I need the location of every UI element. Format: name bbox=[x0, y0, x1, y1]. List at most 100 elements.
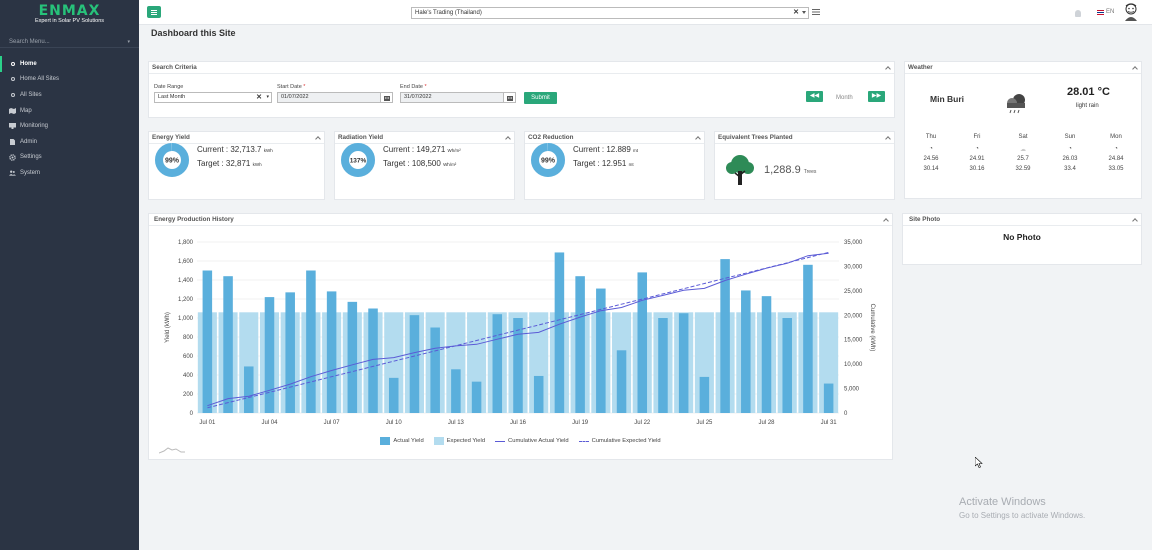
actual-yield-bar bbox=[513, 318, 523, 413]
logo[interactable]: ENMAX Expert in Solar PV Solutions bbox=[0, 0, 139, 30]
actual-yield-bar bbox=[741, 290, 751, 413]
weather-temperature: 28.01 °C bbox=[1067, 86, 1110, 98]
monitor-icon bbox=[9, 123, 16, 130]
chevron-down-icon[interactable] bbox=[802, 11, 806, 14]
end-date-input[interactable]: 31/07/2022 bbox=[400, 92, 504, 103]
x-tick-label: Jul 25 bbox=[696, 420, 713, 426]
site-select[interactable]: Hale's Trading (Thailand) ✕ bbox=[411, 7, 809, 19]
sidebar-item-admin[interactable]: Admin bbox=[0, 134, 139, 150]
submit-button[interactable]: Submit bbox=[524, 92, 557, 104]
legend-expected-yield[interactable]: Expected Yield bbox=[433, 437, 485, 445]
calendar-icon[interactable] bbox=[503, 92, 516, 103]
date-range-select[interactable]: Last Month ✕ ▾ bbox=[154, 92, 272, 103]
sidebar-item-label: Admin bbox=[20, 138, 38, 145]
clear-icon[interactable]: ✕ bbox=[256, 94, 262, 101]
actual-yield-bar bbox=[575, 276, 585, 413]
forecast-icon: ☁ bbox=[1020, 147, 1026, 153]
y2-axis-label: Cumulative (kWh) bbox=[869, 304, 875, 352]
energy-yield-card: Energy Yield 99% Current : 32,713.7 kWh … bbox=[148, 131, 325, 200]
actual-yield-bar bbox=[244, 366, 254, 413]
forecast-high: 32.59 bbox=[1015, 166, 1031, 172]
previous-period-button[interactable]: ◀◀ bbox=[806, 91, 823, 102]
rain-cloud-icon bbox=[1007, 94, 1025, 114]
list-icon[interactable] bbox=[812, 8, 820, 16]
energy-production-chart: 0 200 400 600 800 1,000 1,200 1,400 1,600 1,800 0 5… bbox=[165, 240, 875, 426]
forecast-high: 30.14 bbox=[923, 166, 939, 172]
legend-cumulative-actual[interactable]: Cumulative Actual Yield bbox=[495, 438, 569, 444]
collapse-icon[interactable] bbox=[1132, 217, 1138, 224]
weather-city: Min Buri bbox=[930, 94, 964, 104]
watermark-subtitle: Go to Settings to activate Windows. bbox=[959, 511, 1086, 520]
card-header: Radiation Yield bbox=[335, 132, 514, 144]
tree-icon bbox=[726, 155, 754, 185]
collapse-icon[interactable] bbox=[315, 135, 321, 142]
x-tick-label: Jul 13 bbox=[448, 420, 465, 426]
no-photo-text: No Photo bbox=[1003, 232, 1041, 242]
sidebar: ENMAX Expert in Solar PV Solutions Searc… bbox=[0, 0, 139, 550]
forecast-day: Sun ◔ 26.03 33.4 bbox=[1055, 134, 1085, 172]
actual-yield-bar bbox=[492, 314, 503, 413]
end-date-label: End Date * bbox=[400, 84, 427, 90]
sidebar-item-settings[interactable]: Settings bbox=[0, 150, 139, 166]
legend-cumulative-expected[interactable]: Cumulative Expected Yield bbox=[578, 438, 661, 444]
card-title: Site Photo bbox=[909, 216, 941, 223]
actual-yield-bar bbox=[451, 369, 461, 413]
forecast-high: 33.4 bbox=[1064, 166, 1076, 172]
sidebar-item-home-all-sites[interactable]: Home All Sites bbox=[0, 72, 139, 88]
sidebar-item-label: Monitoring bbox=[20, 123, 49, 130]
sidebar-item-map[interactable]: Map bbox=[0, 103, 139, 119]
y-axis-label: Yield (kWh) bbox=[165, 312, 171, 343]
sidebar-item-monitoring[interactable]: Monitoring bbox=[0, 118, 139, 134]
card-title: Energy Yield bbox=[152, 134, 190, 141]
actual-yield-bar bbox=[264, 297, 275, 413]
legend-actual-yield[interactable]: Actual Yield bbox=[380, 437, 424, 445]
collapse-icon[interactable] bbox=[505, 135, 511, 142]
next-period-button[interactable]: ▶▶ bbox=[868, 91, 885, 102]
co2-reduction-card: CO2 Reduction 99% Current : 12.889 mt Ta… bbox=[524, 131, 705, 200]
sidebar-menu: Home Home All Sites All Sites Map Monito… bbox=[0, 56, 139, 181]
collapse-icon[interactable] bbox=[695, 135, 701, 142]
sidebar-item-home[interactable]: Home bbox=[0, 56, 139, 72]
calendar-icon[interactable] bbox=[380, 92, 393, 103]
sidebar-item-system[interactable]: System bbox=[0, 165, 139, 181]
period-label: Month bbox=[836, 95, 853, 101]
forecast-day-name: Sun bbox=[1064, 134, 1076, 140]
start-date-input[interactable]: 01/07/2022 bbox=[277, 92, 381, 103]
search-menu-input[interactable]: Search Menu... ▾ bbox=[0, 36, 139, 48]
actual-yield-bar bbox=[285, 292, 295, 413]
site-photo-card: Site Photo No Photo bbox=[902, 213, 1142, 265]
clear-icon[interactable]: ✕ bbox=[793, 9, 799, 16]
bell-icon[interactable] bbox=[1075, 10, 1081, 17]
language-selector[interactable]: EN bbox=[1097, 9, 1114, 15]
x-tick-label: Jul 07 bbox=[324, 420, 341, 426]
x-tick-label: Jul 31 bbox=[821, 420, 838, 426]
actual-yield-bar bbox=[306, 270, 316, 413]
actual-yield-bar bbox=[782, 318, 792, 413]
actual-yield-bar bbox=[554, 252, 565, 413]
forecast-low: 26.03 bbox=[1062, 156, 1078, 162]
trees-value: 1,288.9 Trees bbox=[764, 164, 817, 176]
actual-yield-bar bbox=[388, 377, 399, 413]
card-title: Energy Production History bbox=[154, 216, 234, 223]
menu-toggle-button[interactable] bbox=[147, 6, 161, 18]
actual-yield-bar bbox=[637, 272, 648, 413]
energy-yield-donut: 99% bbox=[155, 143, 189, 177]
chevron-down-icon[interactable]: ▾ bbox=[266, 94, 269, 100]
collapse-icon[interactable] bbox=[1132, 65, 1138, 72]
avatar[interactable] bbox=[1123, 3, 1139, 21]
radiation-yield-card: Radiation Yield 137% Current : 149,271 W… bbox=[334, 131, 515, 200]
brand-tagline: Expert in Solar PV Solutions bbox=[34, 18, 105, 24]
forecast-icon: ◔ bbox=[1068, 146, 1072, 152]
sidebar-item-all-sites[interactable]: All Sites bbox=[0, 87, 139, 103]
collapse-icon[interactable] bbox=[885, 65, 891, 72]
search-menu-caret-icon: ▾ bbox=[127, 38, 130, 45]
card-title: CO2 Reduction bbox=[528, 134, 574, 141]
y-tick-label: 400 bbox=[183, 373, 194, 379]
collapse-icon[interactable] bbox=[885, 135, 891, 142]
forecast-day-name: Sat bbox=[1018, 134, 1028, 140]
y2-tick-label: 35,000 bbox=[844, 240, 863, 246]
site-select-value: Hale's Trading (Thailand) bbox=[415, 10, 482, 16]
x-tick-label: Jul 19 bbox=[572, 420, 589, 426]
collapse-icon[interactable] bbox=[883, 217, 889, 224]
forecast-day: Thu ◔ 24.56 30.14 bbox=[916, 134, 946, 172]
